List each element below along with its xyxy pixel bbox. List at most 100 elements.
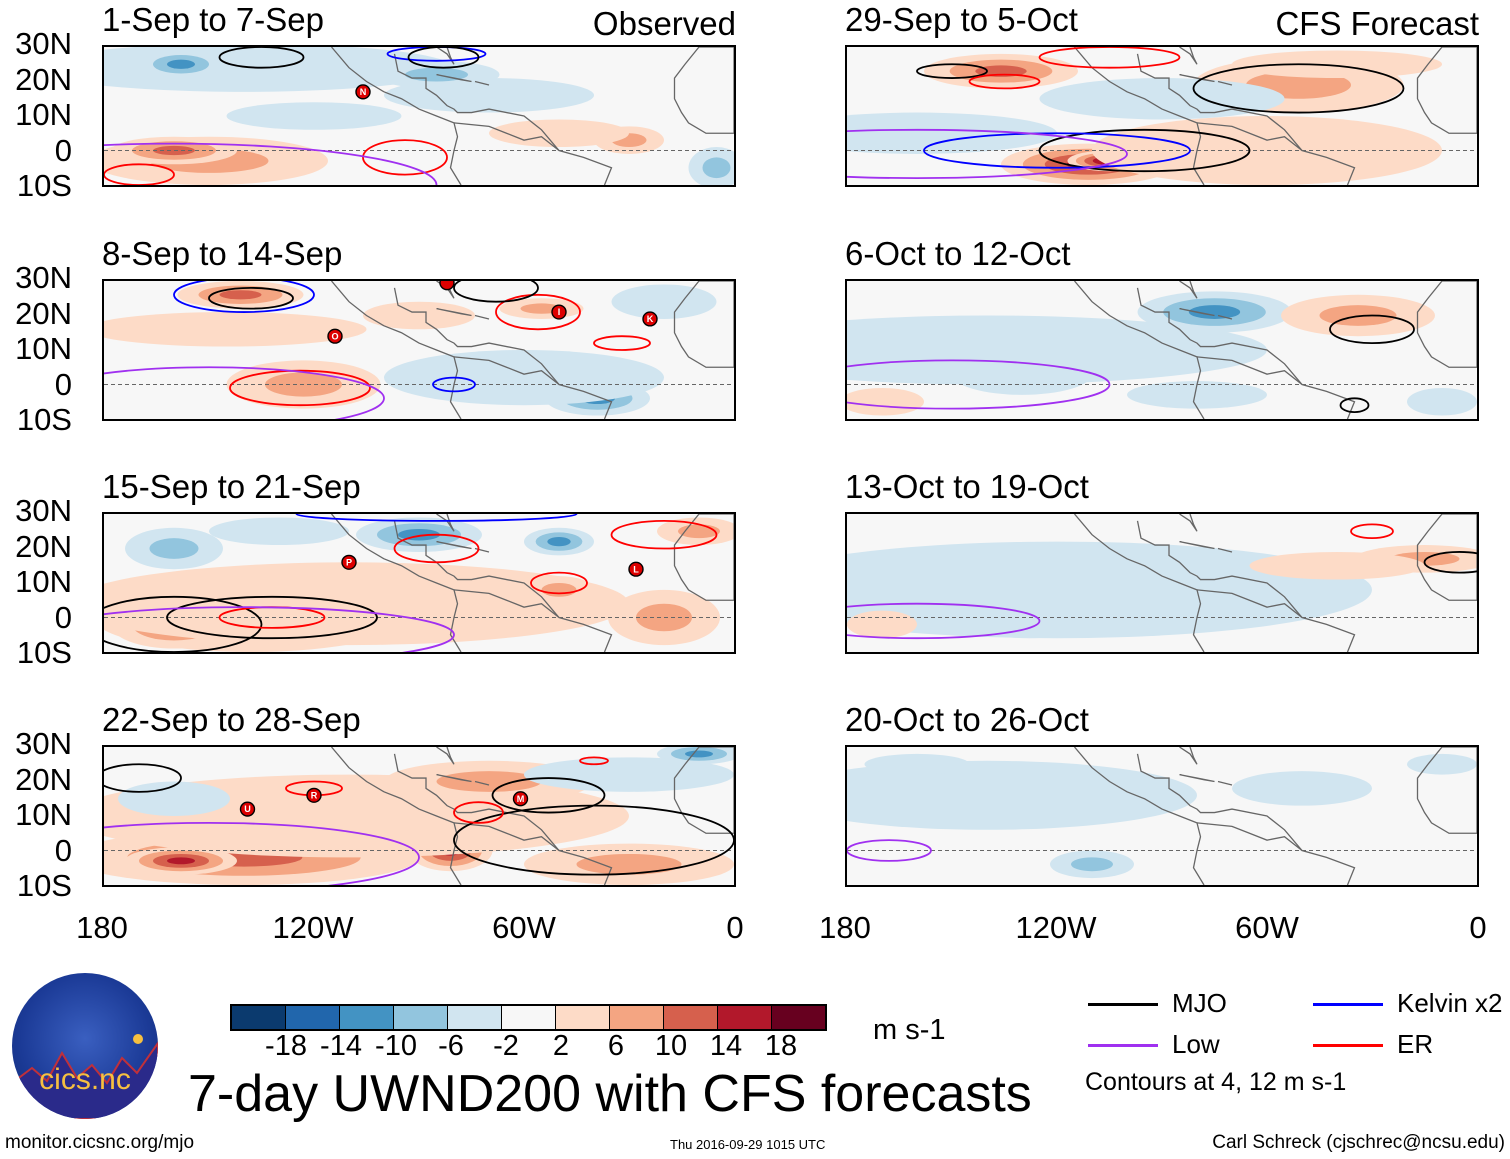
coastline — [1197, 357, 1302, 385]
er-contour — [104, 164, 174, 185]
colorbar-swatch — [556, 1006, 610, 1029]
er-contour — [531, 573, 587, 594]
wind-anomaly-shading — [1232, 771, 1372, 806]
colorbar-swatch — [664, 1006, 718, 1029]
coastline — [1180, 47, 1198, 64]
lat-label: 20N — [15, 295, 72, 331]
coastline — [332, 281, 462, 419]
mjo-contour — [454, 279, 538, 302]
lon-label: 180 — [76, 910, 128, 945]
wind-anomaly-shading — [702, 157, 731, 179]
forecast-label: CFS Forecast — [1275, 5, 1479, 42]
mjo-contour — [454, 806, 734, 875]
mjo-contour — [167, 597, 377, 638]
coastline — [475, 316, 489, 319]
tropical-cyclone-icon: N — [355, 84, 371, 100]
coastline — [332, 514, 462, 652]
kelvin-contour — [433, 378, 475, 392]
wind-anomaly-shading — [167, 59, 195, 69]
tropical-cyclone-icon: I — [551, 304, 567, 320]
legend-label: Kelvin x2 — [1397, 988, 1503, 1018]
coastline — [437, 747, 455, 764]
coastline — [1180, 75, 1215, 82]
coastline — [475, 782, 489, 785]
tropical-cyclone-icon: P — [341, 554, 357, 570]
colorbar — [230, 1004, 827, 1031]
storm-letter: U — [244, 804, 251, 814]
legend-label: MJO — [1172, 988, 1227, 1018]
wind-anomaly-shading — [384, 350, 664, 406]
footer-author: Carl Schreck (cjschrec@ncsu.edu) — [1212, 1132, 1505, 1153]
observed-label: Observed — [592, 5, 736, 42]
mjo-contour — [493, 778, 605, 813]
wind-anomaly-shading — [864, 753, 970, 775]
coastline — [1138, 754, 1355, 885]
legend-line-mjo — [1088, 1003, 1158, 1006]
colorbar-swatch — [502, 1006, 556, 1029]
colorbar-swatch — [232, 1006, 286, 1029]
er-contour — [970, 75, 1040, 89]
coastline — [1180, 514, 1198, 531]
storm-letter: N — [360, 87, 367, 97]
coastline — [1218, 782, 1232, 785]
coastline — [699, 47, 734, 133]
coastline — [1138, 521, 1355, 652]
wind-anomaly-shading — [847, 315, 1267, 385]
storm-letter: L — [633, 564, 639, 574]
lat-label: 0 — [54, 132, 72, 168]
wind-anomaly-shading — [541, 583, 577, 597]
wind-anomaly-shading — [489, 119, 629, 148]
er-contour — [1351, 524, 1393, 538]
colorbar-tick: -10 — [375, 1030, 417, 1062]
wind-anomaly-shading — [167, 857, 195, 865]
lat-label: 10N — [15, 331, 72, 366]
lon-label: 60W — [492, 910, 556, 945]
colorbar-swatch — [448, 1006, 502, 1029]
wind-anomaly-shading — [1407, 387, 1477, 416]
lat-label: 20N — [15, 528, 72, 564]
kelvin-contour — [174, 279, 314, 312]
coastline — [475, 82, 489, 85]
storm-letter: K — [647, 314, 654, 324]
colorbar-tick: 14 — [709, 1030, 743, 1062]
anomaly-map — [845, 279, 1479, 421]
coastline — [395, 54, 612, 185]
anomaly-map — [845, 45, 1479, 187]
wind-anomaly-shading — [685, 750, 713, 758]
coastline — [454, 823, 559, 851]
coastline — [675, 514, 735, 600]
panel-title: 6-Oct to 12-Oct — [845, 235, 1071, 272]
kelvin-contour — [388, 47, 486, 61]
map-panel: 15-Sep to 21-Sep P L — [102, 468, 736, 654]
low-contour — [102, 144, 437, 187]
er-contour — [580, 757, 608, 764]
coastline — [1075, 747, 1205, 885]
coastline — [1418, 47, 1478, 133]
wind-anomaly-shading — [149, 538, 199, 559]
lon-label: 120W — [1015, 910, 1097, 945]
lat-label: 10S — [16, 168, 72, 203]
coastline — [1138, 54, 1355, 185]
coastline — [395, 754, 612, 885]
coastline — [675, 47, 735, 133]
footer-url[interactable]: monitor.cicsnc.org/mjo — [5, 1132, 195, 1153]
lat-label: 10S — [16, 635, 72, 670]
map-panel: 6-Oct to 12-Oct — [845, 235, 1479, 421]
coastline — [1180, 281, 1198, 298]
colorbar-swatch — [718, 1006, 772, 1029]
legend-label: Low — [1172, 1029, 1220, 1059]
tropical-cyclone-icon: R — [306, 787, 322, 803]
lat-label: 20N — [15, 61, 72, 97]
tropical-cyclone-icon: O — [327, 328, 343, 344]
tropical-cyclone-icon: M — [512, 791, 529, 807]
coastline — [1138, 288, 1355, 419]
wind-anomaly-shading — [611, 284, 717, 319]
mjo-contour — [1194, 64, 1404, 112]
kelvin-contour — [924, 133, 1190, 168]
lat-label: 10S — [16, 402, 72, 437]
er-contour — [594, 336, 650, 350]
mjo-contour — [1425, 552, 1480, 573]
panel-title: 8-Sep to 14-Sep — [102, 235, 343, 272]
lat-label: 10S — [16, 868, 72, 903]
